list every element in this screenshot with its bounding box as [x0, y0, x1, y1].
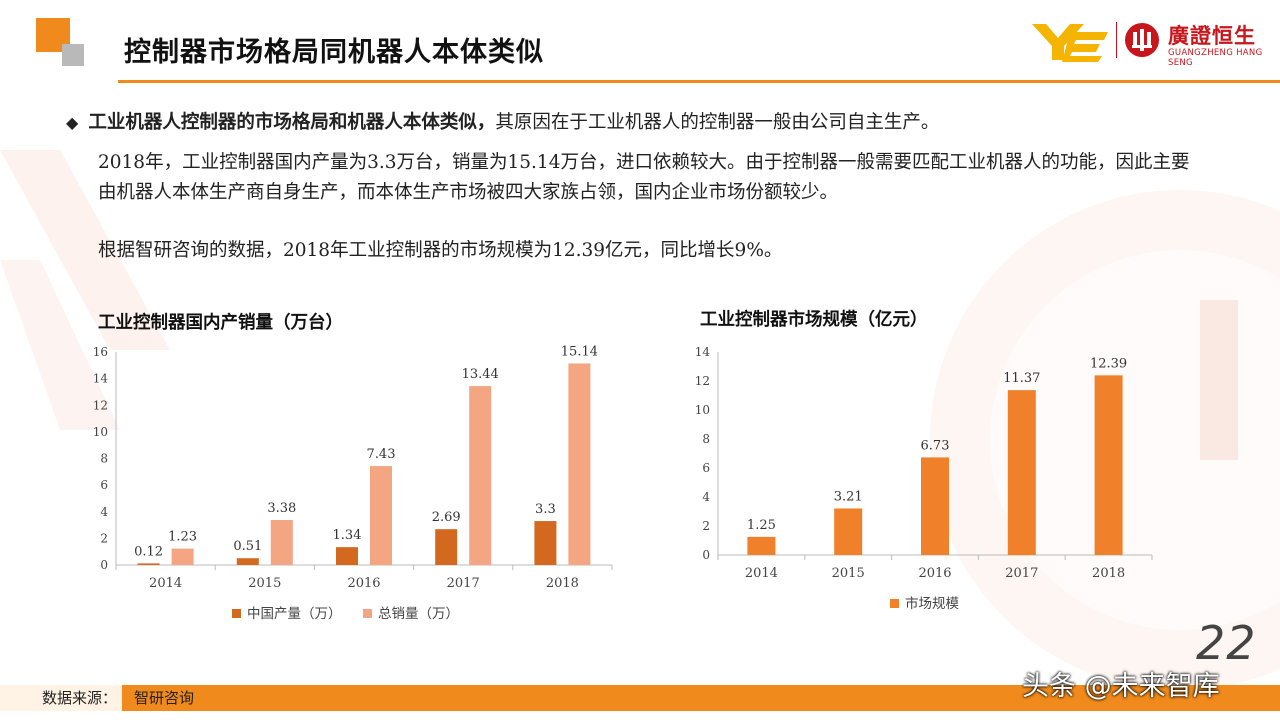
legend-label: 市场规模 — [905, 595, 959, 612]
data-label: 1.23 — [168, 530, 197, 545]
y-tick-label: 4 — [100, 505, 108, 519]
data-label: 3.3 — [535, 502, 556, 517]
bar-市场规模 — [747, 536, 776, 555]
chart-production-sales: 0 2 4 6 8 10 12 14 16 2014 0.12 1.23 2015 0.51 3.38 201… — [93, 344, 613, 622]
y-tick-label: 8 — [100, 452, 108, 466]
bar-中国产量（万） — [534, 521, 557, 565]
bar-中国产量（万） — [435, 529, 458, 565]
paragraph-market-size: 根据智研咨询的数据，2018年工业控制器的市场规模为12.39亿元，同比增长9%… — [98, 240, 783, 261]
y-tick-label: 2 — [100, 531, 108, 545]
x-tick-label: 2014 — [149, 576, 182, 591]
x-tick-label: 2014 — [745, 566, 778, 581]
x-tick-label: 2018 — [546, 576, 579, 591]
ye-logo-icon — [1032, 24, 1108, 62]
title-underline — [118, 80, 1280, 83]
x-tick-label: 2016 — [347, 576, 380, 591]
data-label: 13.44 — [462, 367, 499, 382]
key-point-bold: 工业机器人控制器的市场格局和机器人本体类似， — [88, 112, 496, 133]
paragraph-production: 2018年，工业控制器国内产量为3.3万台，销量为15.14万台，进口依赖较大。… — [98, 152, 1190, 203]
x-tick-label: 2016 — [918, 566, 951, 581]
bar-总销量（万） — [270, 520, 293, 565]
data-label: 0.51 — [233, 539, 262, 554]
data-label: 1.25 — [747, 518, 776, 533]
chart2-title: 工业控制器市场规模（亿元） — [700, 310, 928, 330]
chart1-title: 工业控制器国内产销量（万台） — [98, 313, 343, 333]
bar-中国产量（万） — [336, 547, 358, 565]
y-tick-label: 14 — [695, 345, 711, 359]
source-value: 智研咨询 — [134, 689, 195, 707]
y-tick-label: 10 — [695, 403, 710, 417]
y-tick-label: 10 — [93, 425, 108, 439]
page-number: 22 — [1196, 616, 1257, 670]
bar-市场规模 — [1094, 375, 1123, 555]
brand-logo: 廣證恒生 GUANGZHENG HANG SENG — [1030, 16, 1270, 68]
data-label: 12.39 — [1090, 356, 1127, 371]
y-tick-label: 8 — [702, 432, 710, 446]
corner-logo-squares — [36, 18, 96, 68]
key-point: ◆ 工业机器人控制器的市场格局和机器人本体类似，其原因在于工业机器人的控制器一般由… — [66, 108, 939, 134]
x-tick-label: 2015 — [248, 576, 281, 591]
x-tick-label: 2017 — [447, 576, 480, 591]
data-label: 7.43 — [367, 447, 396, 462]
legend-label: 中国产量（万） — [247, 606, 342, 622]
data-label: 11.37 — [1003, 371, 1040, 386]
legend-swatch — [363, 609, 372, 618]
y-tick-label: 12 — [695, 374, 710, 388]
chart-market-size: 0 2 4 6 8 10 12 14 2014 1.25 2015 3.21 2016 6.73 2017 1… — [695, 345, 1153, 612]
data-label: 1.34 — [333, 528, 362, 543]
y-tick-label: 6 — [702, 461, 710, 475]
data-label: 15.14 — [561, 344, 598, 359]
bar-总销量（万） — [171, 548, 194, 565]
bar-总销量（万） — [370, 466, 392, 565]
data-label: 2.69 — [432, 510, 461, 525]
y-tick-label: 4 — [702, 490, 710, 504]
bar-总销量（万） — [469, 386, 492, 565]
data-label: 3.21 — [834, 489, 863, 504]
data-label: 6.73 — [921, 438, 950, 453]
x-tick-label: 2015 — [832, 566, 865, 581]
source-label: 数据来源： — [0, 685, 122, 711]
data-label: 0.12 — [134, 544, 163, 559]
y-tick-label: 2 — [702, 519, 710, 533]
y-tick-label: 14 — [93, 372, 109, 386]
y-tick-label: 16 — [93, 345, 108, 359]
gzhs-emblem-icon — [1125, 23, 1159, 57]
brand-name-en: GUANGZHENG HANG SENG — [1168, 48, 1263, 68]
legend-swatch — [890, 599, 899, 608]
bar-市场规模 — [834, 508, 863, 555]
bar-市场规模 — [921, 457, 949, 555]
bar-中国产量（万） — [137, 563, 160, 565]
diamond-bullet-icon: ◆ — [66, 113, 79, 132]
y-tick-label: 6 — [100, 478, 108, 492]
brand-name-zh: 廣證恒生 — [1168, 24, 1256, 48]
y-tick-label: 12 — [93, 398, 108, 412]
x-tick-label: 2018 — [1092, 566, 1125, 581]
bar-总销量（万） — [568, 363, 591, 565]
y-tick-label: 0 — [702, 548, 710, 562]
key-point-rest: 其原因在于工业机器人的控制器一般由公司自主生产。 — [495, 112, 940, 133]
watermark-text: 头条 @未来智库 — [1022, 671, 1220, 702]
legend-swatch — [232, 609, 241, 618]
data-label: 3.38 — [267, 501, 296, 516]
footer-bar: 数据来源： 智研咨询 — [0, 685, 1280, 711]
bar-市场规模 — [1007, 390, 1036, 555]
y-tick-label: 0 — [100, 558, 108, 572]
bar-中国产量（万） — [236, 558, 259, 565]
x-tick-label: 2017 — [1005, 566, 1038, 581]
page-title: 控制器市场格局同机器人本体类似 — [124, 37, 544, 68]
legend-label: 总销量（万） — [378, 606, 459, 622]
